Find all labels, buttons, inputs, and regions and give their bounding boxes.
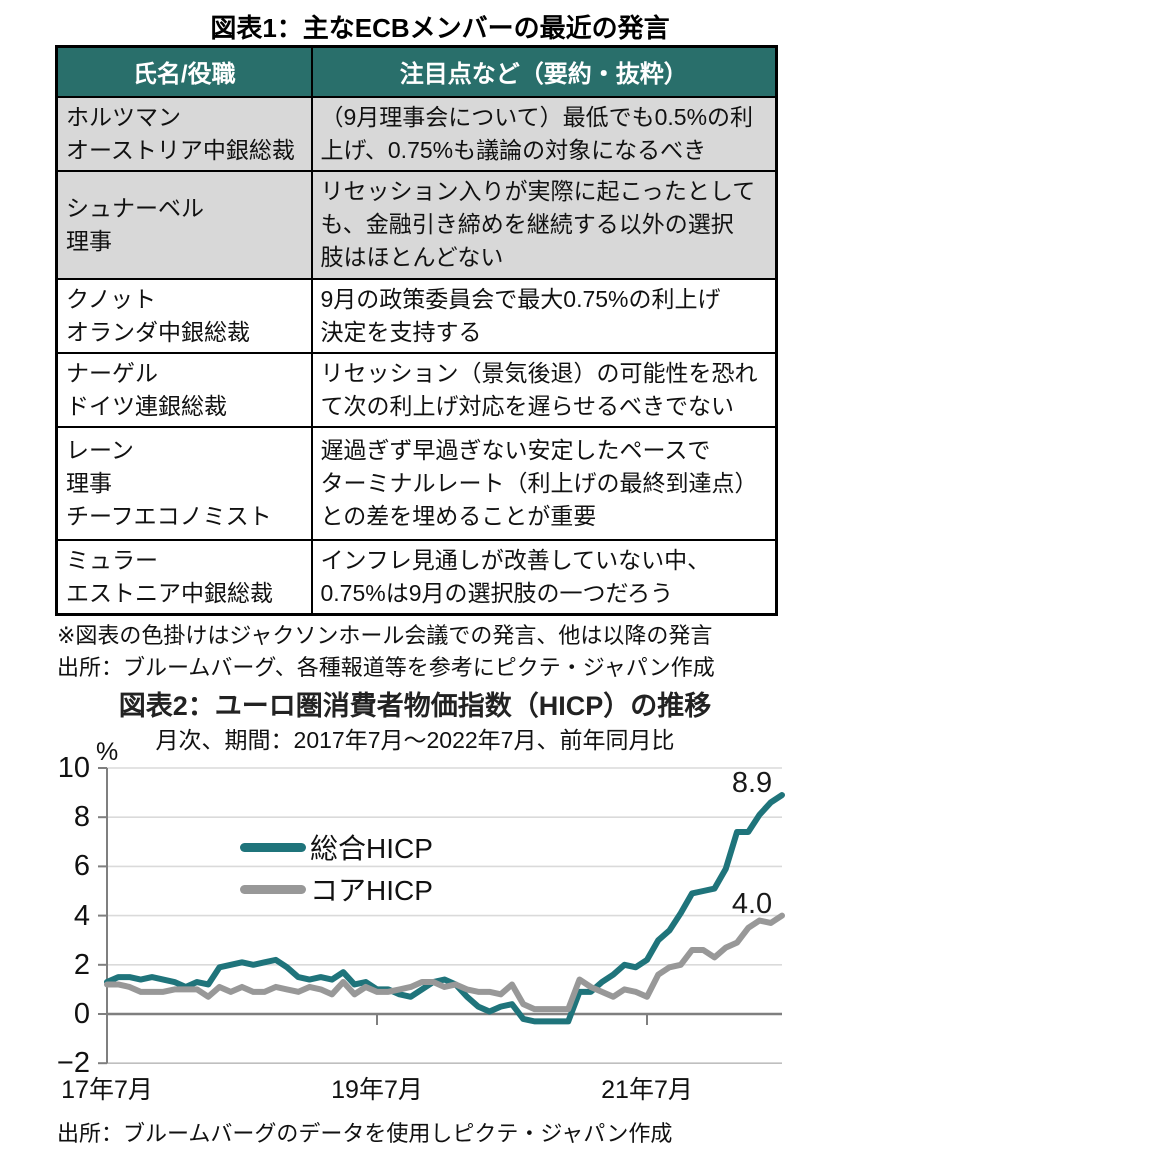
figure2-title: 図表2：ユーロ圏消費者物価指数（HICP）の推移 (118, 691, 712, 721)
end-value-label-core-hicp: 4.0 (731, 887, 773, 920)
speaker-cell: ミュラー エストニア中銀総裁 (55, 538, 313, 615)
comment-cell: 9月の政策委員会で最大0.75%の利上げ 決定を支持する (310, 277, 778, 354)
table-footnote: ※図表の色掛けはジャクソンホール会議での発言、他は以降の発言 (57, 623, 713, 648)
column-header-name: 氏名/役職 (55, 45, 313, 98)
speaker-cell: レーン 理事 チーフエコノミスト (55, 425, 313, 541)
y-axis-label: −2 (56, 1047, 90, 1080)
legend-item-core-hicp: コアHICP (240, 868, 433, 910)
y-axis-label: 4 (73, 899, 90, 932)
legend-item-headline-hicp: 総合HICP (240, 826, 433, 868)
legend-swatch-core-hicp (240, 884, 306, 894)
y-axis-label: 10 (57, 752, 90, 784)
legend-label-headline-hicp: 総合HICP (310, 833, 433, 864)
comment-cell: 遅過ぎず早過ぎない安定したペースで ターミナルレート（利上げの最終到達点） との… (310, 425, 778, 541)
column-header-comment: 注目点など（要約・抜粋） (310, 45, 778, 98)
speaker-cell: ナーゲル ドイツ連銀総裁 (55, 351, 313, 428)
chart-legend: 総合HICP コアHICP (240, 826, 433, 910)
legend-label-core-hicp: コアHICP (310, 875, 433, 906)
table-row: レーン 理事 チーフエコノミスト 遅過ぎず早過ぎない安定したペースで ターミナル… (55, 425, 778, 541)
figure2-subtitle: 月次、期間：2017年7月～2022年7月、前年同月比 (155, 727, 675, 753)
table-source: 出所：ブルームバーグ、各種報道等を参考にピクテ・ジャパン作成 (57, 655, 715, 680)
speaker-cell: シュナーベル 理事 (55, 169, 313, 280)
x-axis-label: 19年7月 (331, 1076, 423, 1104)
figure1-title: 図表1：主なECBメンバーの最近の発言 (210, 13, 670, 43)
y-axis-unit-label: % (96, 738, 119, 766)
y-axis-label: 6 (73, 850, 90, 883)
x-axis-label: 17年7月 (61, 1076, 153, 1104)
legend-swatch-headline-hicp (240, 842, 306, 852)
series-line-core-hicp (104, 912, 785, 1013)
table-header-row: 氏名/役職 注目点など（要約・抜粋） (55, 45, 778, 98)
y-axis-label: 0 (73, 998, 90, 1030)
comment-cell: インフレ見通しが改善していない中、 0.75%は9月の選択肢の一つだろう (310, 538, 778, 615)
table-row: シュナーベル 理事 リセッション入りが実際に起こったとして も、金融引き締めを継… (55, 169, 778, 280)
table-row: ミュラー エストニア中銀総裁 インフレ見通しが改善していない中、 0.75%は9… (55, 538, 778, 615)
series-line-headline-hicp (104, 792, 785, 1025)
speaker-cell: クノット オランダ中銀総裁 (55, 277, 313, 354)
speaker-cell: ホルツマン オーストリア中銀総裁 (55, 95, 313, 172)
table-row: ホルツマン オーストリア中銀総裁 （9月理事会について）最低でも0.5%の利 上… (55, 95, 778, 172)
table-row: ナーゲル ドイツ連銀総裁 リセッション（景気後退）の可能性を恐れ て次の利上げ対… (55, 351, 778, 428)
y-axis-label: 2 (73, 948, 90, 981)
x-axis-label: 21年7月 (601, 1076, 693, 1104)
chart-source: 出所：ブルームバーグのデータを使用しピクテ・ジャパン作成 (57, 1121, 673, 1146)
y-axis-label: 8 (73, 801, 90, 834)
comment-cell: リセッション（景気後退）の可能性を恐れ て次の利上げ対応を遅らせるべきでない (310, 351, 778, 428)
comment-cell: （9月理事会について）最低でも0.5%の利 上げ、0.75%も議論の対象になるべ… (310, 95, 778, 172)
comment-cell: リセッション入りが実際に起こったとして も、金融引き締めを継続する以外の選択 肢… (310, 169, 778, 280)
table-row: クノット オランダ中銀総裁 9月の政策委員会で最大0.75%の利上げ 決定を支持… (55, 277, 778, 354)
end-value-label-headline-hicp: 8.9 (731, 767, 773, 800)
ecb-members-table: 氏名/役職 注目点など（要約・抜粋） ホルツマン オーストリア中銀総裁 （9月理… (55, 45, 778, 616)
